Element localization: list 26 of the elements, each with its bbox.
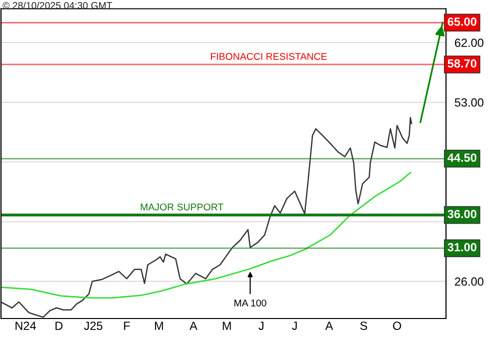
x-tick-label: J xyxy=(292,322,297,330)
x-tick-label: A xyxy=(190,322,198,330)
chart-title: © 28/10/2025 04:30 GMT xyxy=(2,2,112,9)
y-tick-label: 26.00 xyxy=(454,277,484,286)
ref-line-label: 44.50 xyxy=(448,153,476,162)
annotation: FIBONACCI RESISTANCE xyxy=(210,53,327,60)
ref-line-label: 31.00 xyxy=(448,243,476,252)
ref-line-label: 65.00 xyxy=(448,17,476,26)
y-tick-label: 53.00 xyxy=(454,98,484,107)
x-tick-label: N24 xyxy=(16,322,36,330)
x-tick-label: A xyxy=(325,322,334,330)
ref-line-label: 58.70 xyxy=(448,59,476,68)
x-tick-label: J xyxy=(258,322,264,330)
line-series xyxy=(1,116,412,318)
annotation: MA 100 xyxy=(234,300,266,306)
x-tick-label: J25 xyxy=(84,322,102,330)
x-tick-label: S xyxy=(360,322,368,330)
x-tick-label: O xyxy=(393,322,402,330)
x-tick-label: M xyxy=(222,322,231,330)
x-tick-label: M xyxy=(155,322,163,330)
y-tick-label: 62.00 xyxy=(454,38,484,47)
x-tick-label: D xyxy=(56,322,63,330)
ref-line-label: 36.00 xyxy=(448,210,476,218)
annotation: MAJOR SUPPORT xyxy=(140,204,224,210)
line-series xyxy=(1,172,412,299)
x-tick-label: F xyxy=(124,322,130,330)
